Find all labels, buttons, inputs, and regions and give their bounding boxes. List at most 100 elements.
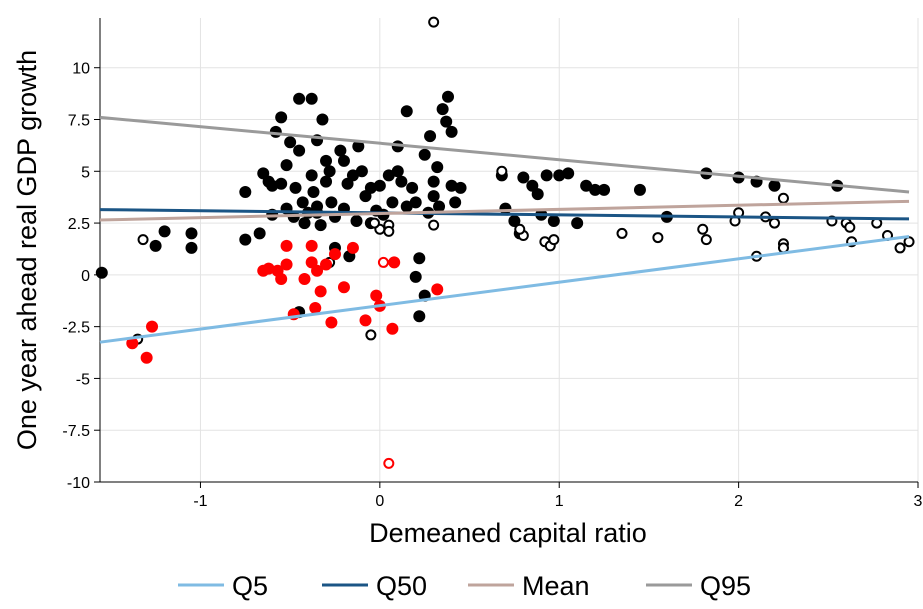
point [540,169,553,182]
point [296,196,309,209]
point [454,181,467,194]
point [442,90,455,103]
legend-label: Q5 [232,571,268,601]
point [320,154,333,167]
point [185,227,198,240]
point [140,351,153,364]
x-axis-label: Demeaned capital ratio [369,518,647,548]
point [409,270,422,283]
y-tick-label: 10 [72,61,90,78]
point [149,239,162,252]
point [427,175,440,188]
point [413,252,426,265]
y-tick-label: -10 [67,475,90,492]
fit-line [99,208,910,221]
fit-line [99,115,910,194]
point [428,219,440,231]
point [337,281,350,294]
point [298,217,311,230]
point [314,219,327,232]
point [768,179,781,192]
point [445,125,458,138]
y-tick-label: -5 [76,371,90,388]
point [508,215,521,227]
point [440,115,453,128]
point [325,196,338,209]
point [314,285,327,298]
point [903,236,915,248]
point [406,181,419,194]
y-tick-label: 2.5 [68,216,90,233]
point [368,217,380,229]
point [311,264,324,277]
point [427,190,440,203]
point [275,273,288,285]
point [280,239,293,252]
point [305,169,318,182]
point [373,179,386,192]
point [428,16,440,28]
point [293,144,306,157]
point [355,165,368,178]
point [185,241,198,254]
point [305,239,318,252]
point [413,310,426,323]
point [280,159,293,172]
point [328,248,341,261]
point [309,302,322,314]
point [562,167,575,180]
point [388,256,401,269]
point [553,169,566,182]
point [359,314,372,327]
point [334,144,347,157]
point [289,181,302,194]
point [253,227,266,240]
point [262,262,275,275]
y-tick-label: -2.5 [62,320,90,337]
x-tick-label: 1 [555,493,564,510]
point [239,186,252,198]
point [395,175,408,188]
point [383,457,395,469]
point [323,165,336,178]
point [433,200,446,213]
point [320,175,333,188]
y-tick-label: -7.5 [62,423,90,440]
point [275,177,288,190]
point [284,136,297,149]
point [386,196,399,209]
point [700,234,712,246]
point [350,215,363,227]
point [589,183,602,196]
point [547,215,560,227]
y-tick-label: 5 [81,164,90,181]
point [400,105,413,118]
point [305,92,318,105]
point [382,169,395,182]
point [496,165,508,177]
point [431,283,444,296]
point [391,165,404,178]
point [431,161,444,174]
point [158,225,171,238]
point [548,234,560,246]
point [449,196,462,209]
point [400,200,413,213]
point [844,221,856,233]
point [320,258,333,271]
point [298,273,311,285]
point [598,183,611,196]
x-tick-label: -1 [193,493,207,510]
point [436,103,449,116]
point [514,223,526,235]
point [580,179,593,192]
point [445,179,458,192]
point [146,320,159,333]
point [531,188,544,201]
point [307,186,320,198]
point [280,258,293,271]
point [95,266,108,279]
point [239,233,252,246]
point [517,171,530,184]
point [894,242,906,254]
